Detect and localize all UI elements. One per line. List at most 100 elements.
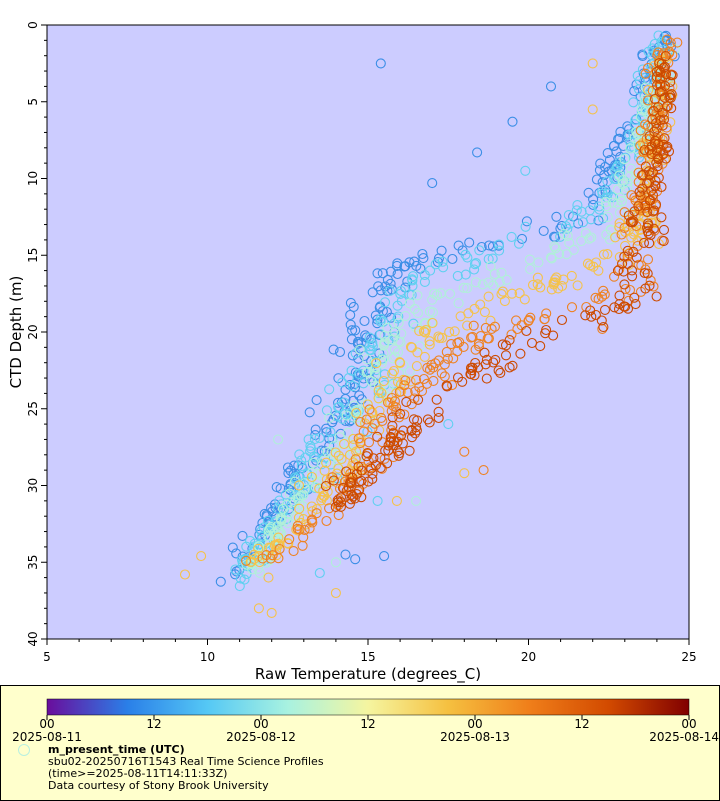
data-point: [645, 275, 656, 286]
data-point: [299, 483, 310, 494]
data-point: [506, 329, 517, 340]
scatter-chart: 5 10 15 20 25 0 5 10 15 20 25 30 35 40 Raw Temperatu…: [7, 21, 697, 684]
data-point: [631, 114, 642, 125]
data-point: [419, 269, 430, 281]
data-point: [660, 68, 672, 80]
data-point: [362, 399, 373, 410]
data-point: [474, 245, 485, 256]
data-point: [562, 230, 573, 242]
data-point: [320, 481, 331, 492]
data-point: [330, 501, 341, 512]
data-point: [429, 288, 440, 299]
data-point: [634, 224, 646, 235]
data-point: [470, 277, 481, 288]
data-point-outlier: [459, 468, 470, 479]
data-point: [384, 285, 395, 296]
data-point-outlier: [411, 495, 422, 506]
data-point: [597, 186, 608, 197]
data-point: [424, 306, 435, 317]
data-point: [481, 373, 492, 384]
data-point: [604, 155, 615, 166]
data-point: [653, 238, 664, 250]
data-point: [392, 376, 404, 387]
data-point: [583, 187, 594, 198]
data-point: [642, 268, 653, 279]
data-point: [663, 146, 675, 157]
data-point: [643, 85, 654, 96]
data-point: [393, 317, 404, 329]
data-point: [372, 268, 383, 279]
data-point: [627, 271, 638, 282]
data-point: [375, 316, 386, 327]
data-point-outlier: [372, 495, 383, 506]
data-point: [642, 254, 654, 265]
data-point: [433, 331, 444, 342]
data-point: [620, 301, 631, 312]
data-point: [392, 268, 403, 280]
data-point: [424, 339, 435, 350]
data-point: [538, 225, 549, 236]
data-point: [328, 441, 339, 452]
data-point: [556, 314, 568, 326]
data-point: [582, 258, 593, 269]
data-point: [405, 341, 417, 352]
data-point: [634, 75, 645, 86]
data-point: [628, 97, 639, 108]
data-point: [300, 452, 311, 463]
data-point: [504, 362, 515, 373]
data-point-outlier: [433, 406, 444, 417]
data-point: [371, 358, 382, 369]
data-point: [304, 407, 315, 418]
data-point: [237, 530, 248, 541]
data-point: [345, 297, 356, 308]
data-point: [483, 254, 494, 265]
data-point: [476, 241, 487, 253]
data-point: [325, 427, 336, 438]
data-point: [358, 426, 369, 437]
data-point: [361, 367, 372, 378]
data-point-outlier: [263, 572, 274, 583]
y-axis-ticks: 0 5 10 15 20 25 30 35 40: [26, 21, 47, 647]
data-point: [420, 327, 431, 338]
data-point: [294, 499, 305, 510]
data-point: [619, 184, 630, 196]
data-point: [644, 238, 655, 249]
data-point: [658, 224, 670, 235]
data-point: [473, 341, 485, 352]
data-point: [362, 354, 373, 365]
data-point: [600, 197, 611, 208]
data-point: [359, 315, 370, 327]
data-point: [351, 407, 362, 419]
data-point: [648, 167, 659, 178]
data-points: [179, 30, 683, 618]
data-point: [496, 267, 507, 278]
data-point: [619, 279, 630, 290]
data-point: [264, 555, 275, 566]
data-point: [324, 384, 335, 395]
data-point: [546, 284, 557, 295]
data-point: [283, 538, 294, 549]
data-point-outlier: [314, 567, 325, 579]
data-point: [341, 485, 352, 497]
data-point: [629, 192, 640, 203]
data-point: [483, 291, 494, 302]
data-point: [625, 143, 636, 154]
data-point-outlier: [375, 58, 386, 69]
data-point: [650, 135, 661, 146]
data-point: [625, 171, 636, 182]
data-point: [447, 380, 458, 391]
data-point: [311, 395, 322, 406]
data-point-outlier: [587, 58, 598, 69]
data-point: [227, 542, 238, 553]
data-point: [356, 461, 367, 472]
data-point: [485, 261, 496, 272]
data-point: [622, 245, 633, 256]
data-point: [230, 564, 241, 575]
data-point: [460, 269, 471, 280]
data-point: [337, 482, 349, 493]
data-point: [334, 432, 345, 443]
data-point: [398, 360, 409, 371]
data-point: [422, 414, 433, 425]
data-point: [314, 432, 325, 444]
data-point: [549, 241, 560, 252]
